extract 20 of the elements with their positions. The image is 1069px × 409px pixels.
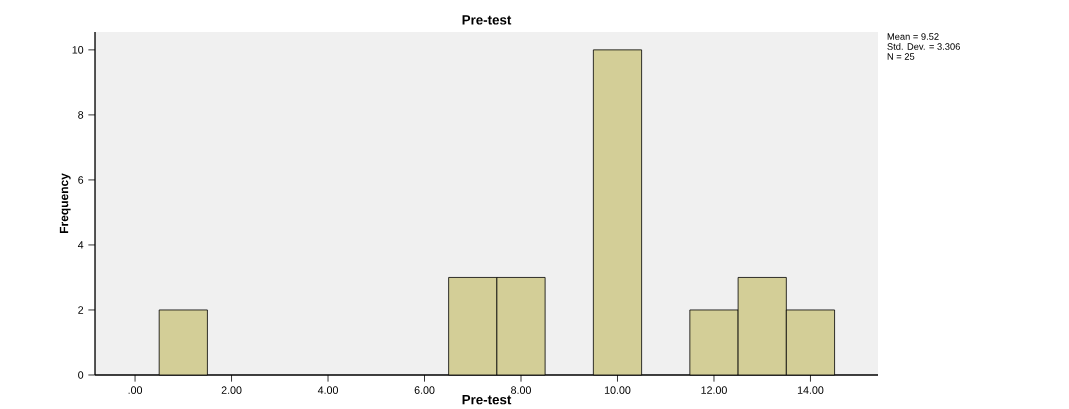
x-axis-title: Pre-test: [462, 395, 512, 405]
x-tick-label: 4.00: [317, 386, 338, 394]
chart-title: Pre-test: [462, 15, 512, 25]
text: N = 25: [887, 53, 915, 60]
y-tick-label: 0: [78, 371, 84, 379]
y-tick-label: 10: [72, 46, 84, 54]
y-tick-label: 6: [78, 176, 84, 184]
text: Std. Dev. = 3.306: [887, 43, 960, 50]
y-axis-title: Frequency: [59, 173, 71, 234]
x-tick-label: 6.00: [414, 386, 435, 394]
x-tick-label: 8.00: [511, 386, 531, 394]
x-tick-label: .00: [128, 386, 143, 394]
x-tick-label: 14.00: [797, 386, 824, 394]
y-tick-label: 2: [78, 306, 84, 314]
y-tick-label: 8: [78, 111, 84, 119]
x-tick-label: 12.00: [701, 386, 727, 394]
y-tick-label: 4: [77, 241, 84, 249]
x-tick-label: 2.00: [221, 386, 242, 394]
text: Mean = 9.52: [887, 33, 939, 40]
x-tick-label: 10.00: [604, 386, 631, 394]
